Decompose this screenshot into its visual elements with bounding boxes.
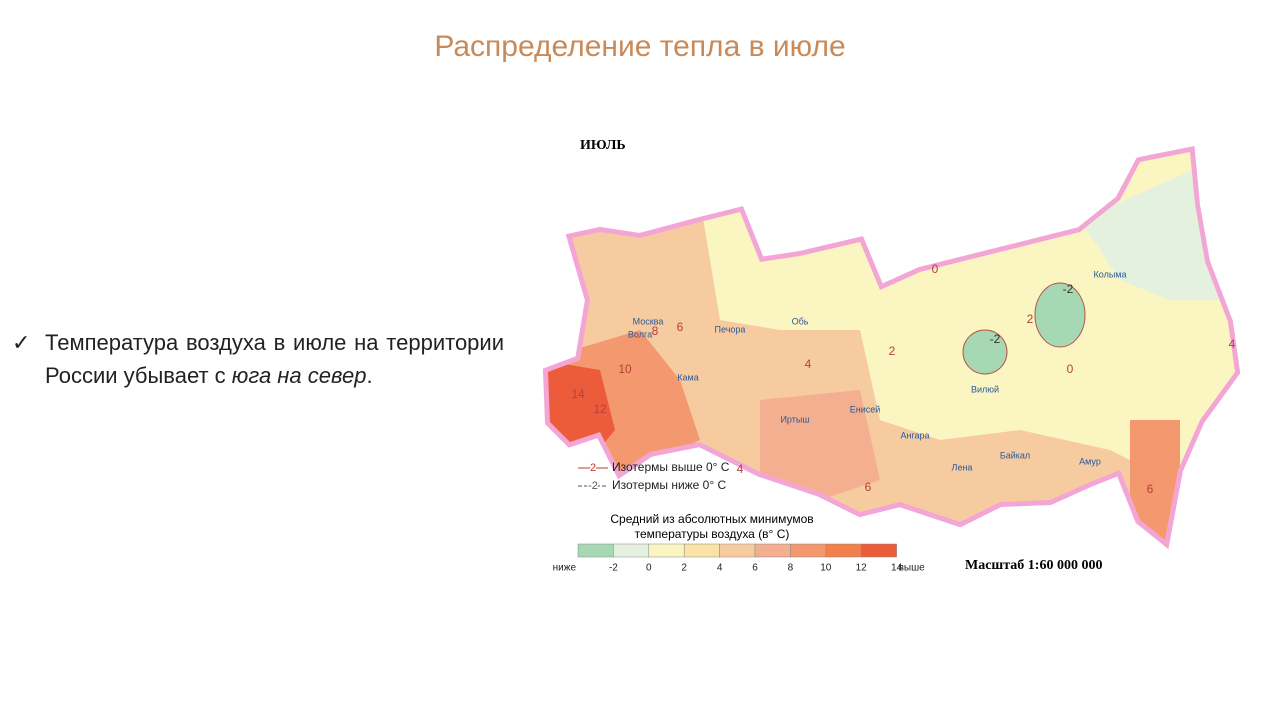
scale-box <box>754 543 791 558</box>
isotherm-label: 8 <box>652 324 659 338</box>
scale-box <box>825 543 862 558</box>
scale-box <box>577 543 614 558</box>
map-heading: ИЮЛЬ <box>580 138 626 153</box>
isotherm-label: -2 <box>990 332 1001 346</box>
bullet-marker: ✓ <box>12 330 31 355</box>
isotherm-label: 4 <box>1229 337 1236 351</box>
place-label: Кама <box>677 372 698 382</box>
isotherm-label: 10 <box>618 362 632 376</box>
scale-label: -2 <box>609 563 618 574</box>
isotherm-label: 0 <box>1067 362 1074 376</box>
isotherm-label: 6 <box>677 320 684 334</box>
place-label: Амур <box>1079 456 1101 466</box>
scale-box <box>719 543 756 558</box>
place-label: Москва <box>633 316 664 326</box>
scale-box <box>613 543 650 558</box>
isotherm-label: 4 <box>737 462 744 476</box>
scale-label: 10 <box>820 563 832 574</box>
place-label: Волга <box>628 329 652 339</box>
isoline-sample-label: -2 <box>588 480 598 492</box>
place-label: Колыма <box>1094 269 1127 279</box>
isotherm-label: 6 <box>1147 482 1154 496</box>
place-label: Иртыш <box>780 414 809 424</box>
isoline-text: Изотермы ниже 0° С <box>612 478 726 492</box>
map-labels: Москва Волга Кама Печора Обь Иртыш Енисей Ангар… <box>553 262 1236 573</box>
isotherm-label: 12 <box>593 402 607 416</box>
scale-label: 0 <box>646 563 652 574</box>
isoline-sample-label: 2 <box>590 462 596 474</box>
isoline-text: Изотермы выше 0° С <box>612 460 730 474</box>
isotherm-label: 6 <box>865 480 872 494</box>
text: . <box>366 363 373 388</box>
scale-label: 2 <box>681 563 687 574</box>
scale-box <box>683 543 720 558</box>
isotherm-label: 14 <box>571 387 585 401</box>
text: Температура воздуха в июле на территории… <box>45 330 504 388</box>
scale-label: ниже <box>553 563 577 574</box>
isotherm-label: 2 <box>1027 312 1034 326</box>
place-label: Енисей <box>850 404 881 414</box>
scale-label: 4 <box>717 563 723 574</box>
scale-label: выше <box>899 563 926 574</box>
slide-title: Распределение тепла в июле <box>434 30 846 63</box>
scale-box <box>790 543 827 558</box>
bullet: ✓ Температура воздуха в июле на территор… <box>12 326 504 392</box>
place-label: Лена <box>952 462 973 472</box>
legend-title: Средний из абсолютных минимумов температу… <box>610 512 813 541</box>
isotherm-label: 0 <box>932 262 939 276</box>
map-scale: Масштаб 1:60 000 000 <box>965 558 1102 573</box>
place-label: Ангара <box>900 430 929 440</box>
emphasis: юга на север <box>231 363 367 388</box>
place-label: Вилюй <box>971 384 999 394</box>
place-label: Печора <box>715 324 746 334</box>
scale-label: 12 <box>856 563 868 574</box>
scale-label: 14 <box>891 563 903 574</box>
scale-box <box>860 543 897 558</box>
isotherm-label: -2 <box>1063 282 1074 296</box>
bullet-text: Температура воздуха в июле на территории… <box>45 326 504 392</box>
isotherm-label: 4 <box>805 357 812 371</box>
scale-label: 6 <box>752 563 758 574</box>
zones <box>548 152 1235 540</box>
scale-box <box>648 543 685 558</box>
isotherm-label: 2 <box>889 344 896 358</box>
scale-label: 8 <box>788 563 794 574</box>
place-label: Байкал <box>1000 450 1030 460</box>
place-label: Обь <box>792 316 809 326</box>
